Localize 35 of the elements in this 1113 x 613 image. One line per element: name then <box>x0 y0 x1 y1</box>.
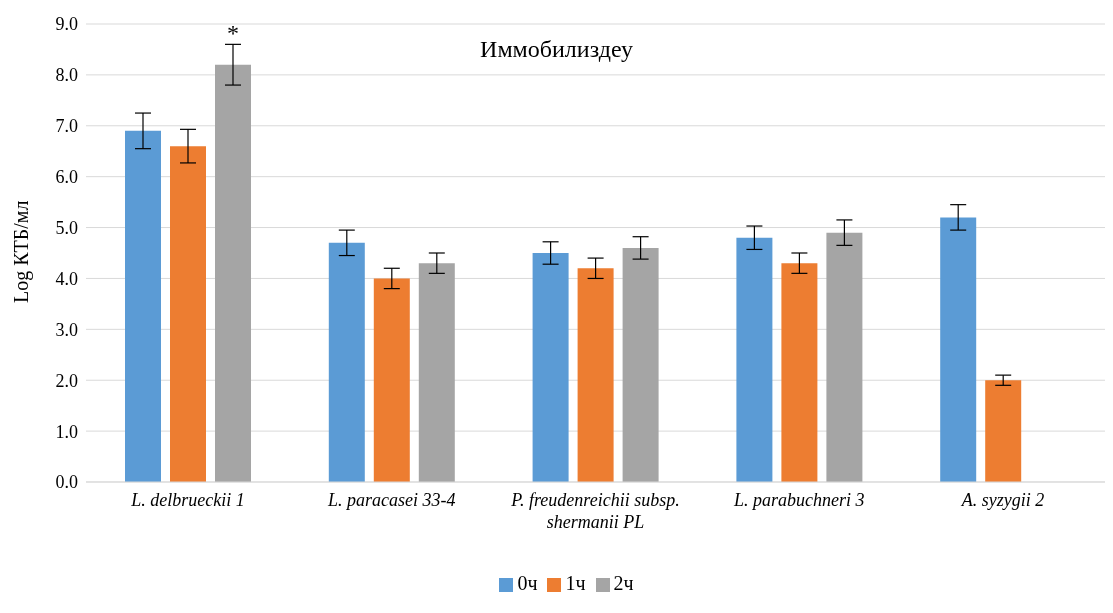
bar <box>577 268 614 482</box>
bar <box>622 247 659 482</box>
bar <box>170 146 206 482</box>
legend-label: 2ч <box>613 572 634 594</box>
y-tick-label: 5.0 <box>55 217 78 238</box>
y-tick-label: 7.0 <box>55 116 78 137</box>
y-axis-title: Log КТБ/мл <box>10 200 34 303</box>
y-tick-label: 4.0 <box>55 268 78 289</box>
bar <box>418 263 455 482</box>
y-tick-label: 9.0 <box>55 14 78 35</box>
legend-label: 1ч <box>565 572 586 594</box>
bar <box>826 232 863 482</box>
bar <box>781 263 818 482</box>
bar <box>532 253 569 482</box>
bar <box>985 380 1022 482</box>
x-tick-label: P. freudenreichii subsp. shermanii PL <box>510 490 680 532</box>
bar <box>940 217 977 482</box>
y-tick-label: 2.0 <box>55 370 78 391</box>
bar <box>328 242 365 482</box>
bar <box>215 64 251 482</box>
y-tick-label: 0.0 <box>55 472 78 493</box>
bar <box>736 237 773 482</box>
y-tick-label: 3.0 <box>55 319 78 340</box>
x-tick-label: A. syzygii 2 <box>960 490 1045 510</box>
text: Иммобилиздеу <box>480 36 633 62</box>
x-tick-label: L. delbrueckii 1 <box>130 490 245 510</box>
y-tick-label: 8.0 <box>55 65 78 86</box>
annotation: * <box>227 20 239 47</box>
bar <box>125 130 161 482</box>
x-tick-label: L. parabuchneri 3 <box>733 490 865 510</box>
x-tick-label: L. paracasei 33-4 <box>326 490 456 510</box>
y-tick-label: 6.0 <box>55 167 78 188</box>
legend-label: 0ч <box>517 572 538 594</box>
bar <box>373 278 410 482</box>
y-tick-label: 1.0 <box>55 421 78 442</box>
